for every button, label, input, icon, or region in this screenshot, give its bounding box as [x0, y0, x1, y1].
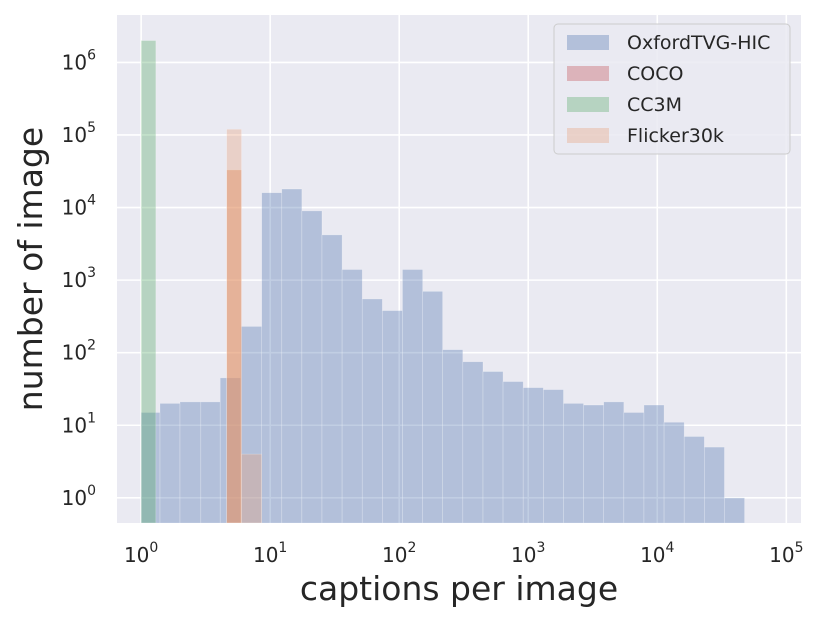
y-tick-label: 101 [62, 410, 96, 437]
oxfordtvg-hic-bar [402, 269, 423, 524]
oxfordtvg-hic-bar [382, 310, 403, 524]
oxfordtvg-hic-bar [140, 412, 161, 524]
oxfordtvg-hic-bar [543, 389, 564, 524]
oxfordtvg-hic-bar [301, 210, 323, 524]
oxfordtvg-hic-bar [179, 401, 202, 524]
oxfordtvg-hic-bar [724, 497, 745, 524]
y-tick-label: 104 [62, 193, 96, 220]
legend-swatch [567, 128, 609, 143]
y-axis-label: number of image [11, 127, 50, 411]
legend-label: OxfordTVG-HIC [627, 32, 770, 54]
oxfordtvg-hic-bar [623, 412, 645, 524]
oxfordtvg-hic-bar [522, 387, 544, 524]
grid-lines [117, 15, 801, 523]
x-tick-label: 101 [253, 540, 287, 567]
x-tick-labels: 100 101 102 103 104 105 [124, 540, 804, 567]
oxfordtvg-hic-bar [219, 377, 241, 524]
oxfordtvg-hic-bar [502, 381, 524, 524]
y-tick-label: 100 [62, 483, 96, 510]
y-tick-label: 105 [62, 120, 96, 147]
oxfordtvg-hic-bar [341, 269, 363, 524]
oxfordtvg-hic-bar [462, 361, 484, 524]
oxfordtvg-hic-bar [442, 349, 464, 524]
oxfordtvg-hic-bar [603, 401, 625, 524]
flicker30k-bar [226, 128, 242, 524]
legend-swatch [567, 97, 609, 112]
x-axis-label: captions per image [300, 569, 618, 608]
x-tick-label: 102 [382, 540, 416, 567]
oxfordtvg-hic-bar [663, 421, 685, 524]
legend-swatch [567, 35, 609, 50]
oxfordtvg-hic-bar [482, 371, 504, 524]
oxfordtvg-hic-bar [321, 234, 343, 524]
oxfordtvg-hic-bar [159, 403, 181, 524]
oxfordtvg-hic-bar [200, 401, 221, 524]
legend-label: COCO [627, 63, 683, 85]
coco-bar [226, 169, 242, 524]
y-tick-label: 106 [62, 47, 96, 74]
oxfordtvg-hic-bar [583, 404, 605, 524]
oxfordtvg-hic-bar [704, 446, 725, 524]
oxfordtvg-hic-bar [683, 436, 705, 524]
oxfordtvg-hic-bar [281, 188, 303, 524]
flicker30k-bar [241, 453, 263, 524]
cc3m-bar [140, 40, 157, 524]
legend-box [553, 23, 791, 155]
x-tick-label: 100 [124, 540, 158, 567]
legend-label: Flicker30k [627, 125, 724, 147]
y-tick-label: 103 [62, 265, 96, 292]
oxfordtvg-hic-bar [240, 326, 263, 524]
x-tick-label: 103 [511, 540, 545, 567]
oxfordtvg-hic-bar [643, 404, 665, 524]
oxfordtvg-hic-bar [261, 192, 283, 524]
y-tick-labels: 100 101 102 103 104 105 106 [62, 47, 96, 509]
legend: OxfordTVG-HIC COCO CC3M Flicker30k [553, 23, 791, 155]
bars [140, 40, 745, 524]
oxfordtvg-hic-bar [361, 298, 383, 524]
x-tick-label: 104 [640, 540, 674, 567]
x-tick-label: 105 [769, 540, 803, 567]
legend-label: CC3M [627, 94, 682, 116]
oxfordtvg-hic-bar [422, 291, 443, 524]
legend-swatch [567, 66, 609, 81]
y-tick-label: 102 [62, 338, 96, 365]
oxfordtvg-hic-bar [563, 403, 584, 524]
